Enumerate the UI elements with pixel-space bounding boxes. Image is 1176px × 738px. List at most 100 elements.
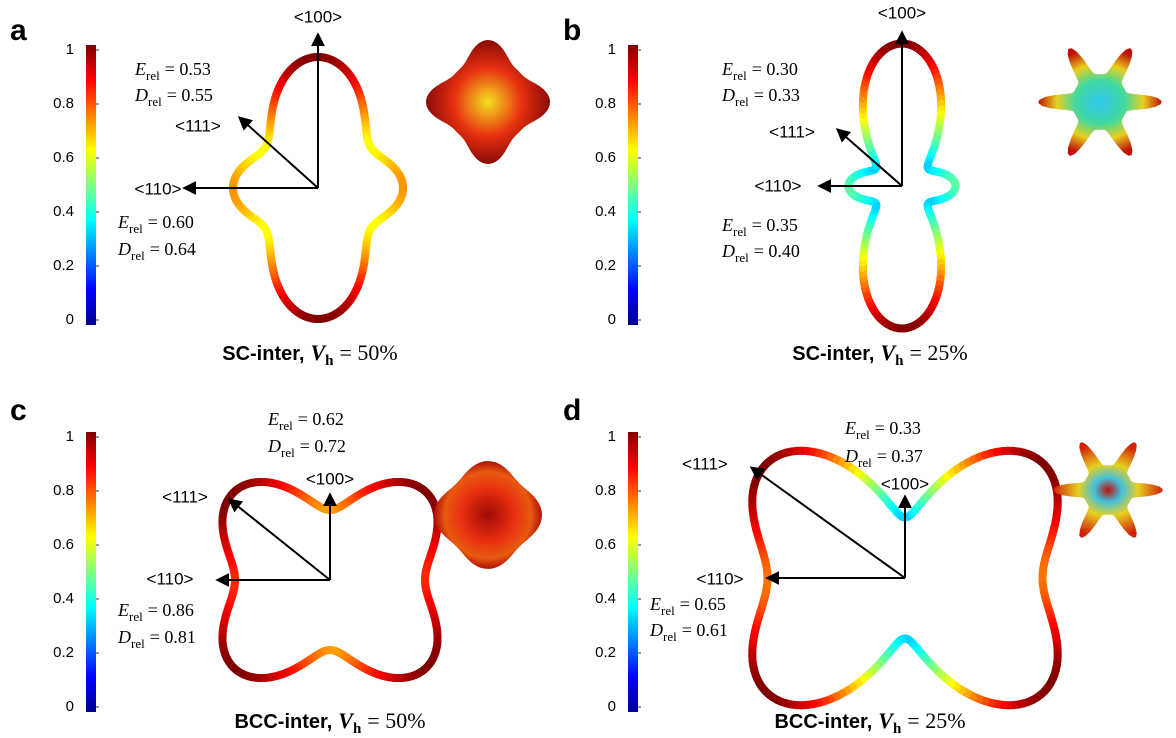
annotation-value: = 0.62: [298, 409, 344, 429]
title-text: BCC-inter,: [774, 711, 872, 733]
annotation-subscript: rel: [856, 427, 870, 442]
annotation-symbol: D: [721, 85, 735, 105]
colorbar-tick-label: 1: [608, 41, 616, 58]
colorbar-tick-label: 0.6: [595, 149, 616, 166]
annotation-symbol: E: [844, 418, 856, 438]
annotation: Drel = 0.72: [267, 436, 346, 460]
colorbar: [628, 432, 638, 712]
colorbar: [628, 45, 638, 325]
colorbar: [86, 432, 96, 712]
colorbar-tick-label: 1: [608, 428, 616, 445]
annotation: Erel= 0.30: [721, 59, 798, 83]
figure-canvas: a00.20.40.60.81<100><111><110>Erel= 0.53…: [0, 0, 1176, 738]
colorbar-tick-label: 0.8: [53, 95, 74, 112]
colorbar-tick-label: 0: [608, 311, 616, 328]
annotation-value: = 0.64: [150, 239, 196, 259]
annotation: Erel= 0.62: [267, 409, 344, 433]
annotation-symbol: D: [117, 239, 131, 259]
colorbar-tick-label: 0.8: [595, 95, 616, 112]
colorbar: [86, 45, 96, 325]
annotation-subscript: rel: [735, 94, 749, 109]
annotation-value: = 0.60: [148, 212, 194, 232]
panel-title: SC-inter,Vh= 50%: [222, 340, 398, 369]
panel-title: BCC-inter,Vh= 25%: [774, 708, 965, 737]
direction-label: <111>: [175, 116, 221, 135]
direction-label: <100>: [878, 3, 926, 22]
annotation-subscript: rel: [148, 94, 162, 109]
surface-3d: [1053, 442, 1163, 538]
annotation: Drel= 0.61: [649, 620, 728, 644]
title-text: SC-inter,: [792, 343, 874, 365]
title-value: = 50%: [367, 708, 425, 733]
title-subscript: h: [895, 353, 904, 369]
annotation-value: = 0.55: [167, 85, 213, 105]
colorbar-tick-label: 0: [608, 698, 616, 715]
colorbar-tick-label: 0.2: [595, 257, 616, 274]
annotation-value: = 0.86: [148, 600, 194, 620]
direction-label: <111>: [769, 122, 815, 141]
colorbar-tick-label: 0.2: [53, 257, 74, 274]
annotation-value: = 0.40: [754, 241, 800, 261]
panel: d 0 0.2 0.4 0.6 0.8 1 <100> <111> <110> Erel= 0.33…: [563, 394, 1163, 737]
panel-title: BCC-inter,Vh= 50%: [234, 708, 425, 737]
annotation-subscript: rel: [733, 68, 747, 83]
annotation-value: = 0.65: [680, 594, 726, 614]
colorbar-tick-label: 0.4: [595, 590, 616, 607]
annotation-symbol: E: [134, 59, 146, 79]
direction-label: <100>: [306, 469, 354, 488]
colorbar-tick-label: 0.4: [595, 203, 616, 220]
annotation-symbol: D: [844, 446, 858, 466]
annotation: Drel= 0.64: [117, 239, 196, 263]
title-text: BCC-inter,: [234, 711, 332, 733]
panel-title: SC-inter,Vh= 25%: [792, 340, 968, 369]
direction-label: <110>: [755, 176, 802, 195]
annotation-subscript: rel: [858, 455, 872, 470]
annotation-symbol: D: [117, 627, 131, 647]
title-subscript: h: [353, 721, 362, 737]
panel: b00.20.40.60.81<100><111><110>Erel= 0.30…: [563, 3, 1162, 369]
annotation-subscript: rel: [281, 445, 295, 460]
title-value: = 50%: [340, 340, 398, 365]
colorbar-tick-label: 0.6: [53, 149, 74, 166]
annotation-symbol: D: [267, 436, 281, 456]
colorbar-tick-label: 0.8: [595, 482, 616, 499]
colorbar-tick-label: 0.4: [53, 590, 74, 607]
panel-letter: d: [563, 394, 581, 427]
annotation-subscript: rel: [146, 68, 160, 83]
annotation-value: = 0.81: [150, 627, 196, 647]
annotation-symbol: D: [721, 241, 735, 261]
annotation-value: = 0.72: [300, 436, 346, 456]
colorbar-tick-label: 1: [66, 41, 74, 58]
colorbar-tick-label: 0: [66, 698, 74, 715]
annotation-subscript: rel: [735, 250, 749, 265]
direction-label: <100>: [881, 474, 929, 493]
annotation-symbol: D: [134, 85, 148, 105]
annotation: Erel= 0.35: [721, 215, 798, 239]
panel: a00.20.40.60.81<100><111><110>Erel= 0.53…: [10, 7, 550, 369]
direction-label: <111>: [682, 454, 728, 473]
direction-label: <110>: [697, 569, 744, 588]
panel-letter: a: [10, 14, 27, 47]
colorbar-tick-label: 0.6: [53, 536, 74, 553]
colorbar-tick-label: 0.4: [53, 203, 74, 220]
surface-3d: [1038, 48, 1162, 156]
annotation: Drel = 0.40: [721, 241, 800, 265]
direction-label: <110>: [147, 569, 194, 588]
annotation-symbol: E: [117, 212, 129, 232]
panel-letter: c: [10, 394, 27, 427]
annotation-value: = 0.30: [752, 59, 798, 79]
annotation-subscript: rel: [131, 636, 145, 651]
annotation-value: = 0.33: [754, 85, 800, 105]
direction-label: <111>: [162, 487, 208, 506]
direction-arrow: [230, 500, 330, 580]
annotation: Erel= 0.60: [117, 212, 194, 236]
annotation-value: = 0.61: [682, 620, 728, 640]
colorbar-tick-label: 0.8: [53, 482, 74, 499]
colorbar-tick-label: 0.2: [595, 644, 616, 661]
colorbar-tick-label: 0.2: [53, 644, 74, 661]
annotation: Erel= 0.33: [844, 418, 921, 442]
annotation-subscript: rel: [129, 609, 143, 624]
panel: c00.20.40.60.81<100><111><110>Erel= 0.62…: [10, 394, 542, 737]
colorbar-tick-label: 0.6: [595, 536, 616, 553]
colorbar-tick-label: 0: [66, 311, 74, 328]
